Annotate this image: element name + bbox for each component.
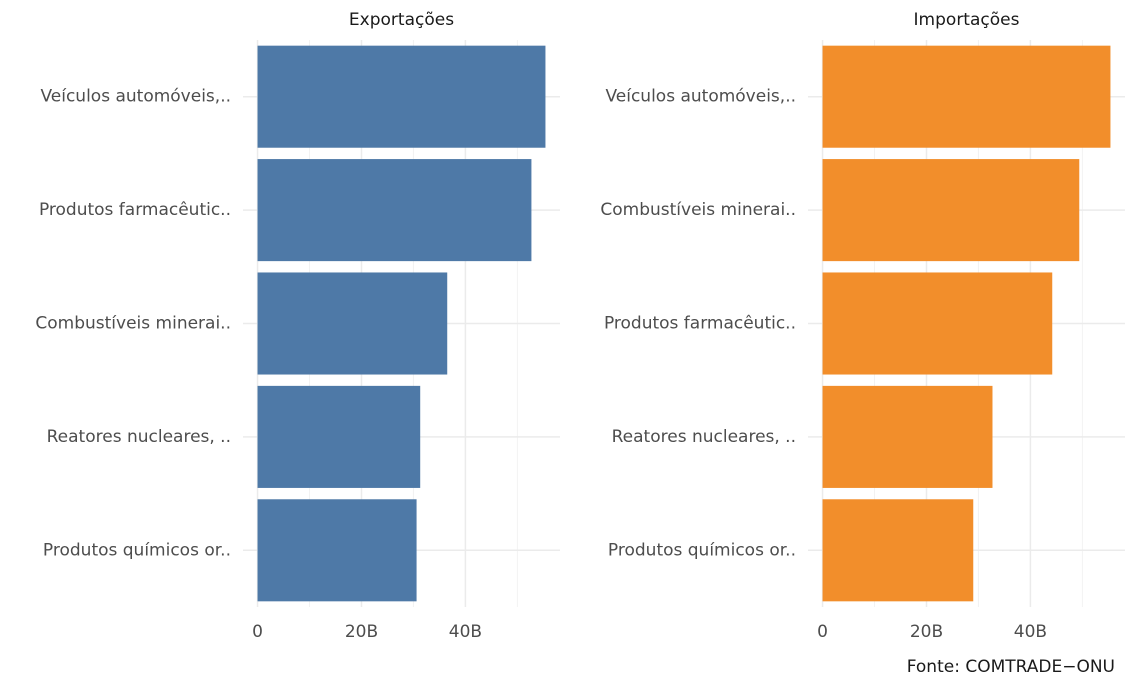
facet-title: Exportações [349, 10, 454, 30]
x-tick-label: 0 [817, 622, 828, 642]
bar [822, 272, 1053, 375]
y-tick-label: Combustíveis minerai.. [600, 200, 796, 220]
bar [257, 159, 532, 262]
x-tick-label: 20B [345, 622, 378, 642]
y-tick-label: Reatores nucleares, .. [47, 427, 231, 447]
facet-title: Importações [914, 10, 1020, 30]
bar [257, 385, 421, 488]
bar [257, 272, 448, 375]
bar [257, 499, 417, 602]
caption: Fonte: COMTRADE−ONU [907, 657, 1115, 677]
x-tick-label: 40B [1014, 622, 1047, 642]
x-tick-label: 0 [252, 622, 263, 642]
y-tick-label: Produtos químicos or.. [43, 540, 231, 560]
y-tick-label: Combustíveis minerai.. [35, 314, 231, 334]
y-tick-label: Reatores nucleares, .. [612, 427, 796, 447]
bar [822, 499, 974, 602]
y-tick-label: Produtos farmacêutic.. [39, 200, 231, 220]
y-tick-label: Veículos automóveis,.. [605, 87, 796, 107]
bar [822, 45, 1111, 148]
bar [257, 45, 546, 148]
y-tick-label: Produtos químicos or.. [608, 540, 796, 560]
bar [822, 385, 993, 488]
bar [822, 159, 1080, 262]
x-tick-label: 20B [910, 622, 943, 642]
x-tick-label: 40B [449, 622, 482, 642]
y-tick-label: Veículos automóveis,.. [40, 87, 231, 107]
y-tick-label: Produtos farmacêutic.. [604, 314, 796, 334]
